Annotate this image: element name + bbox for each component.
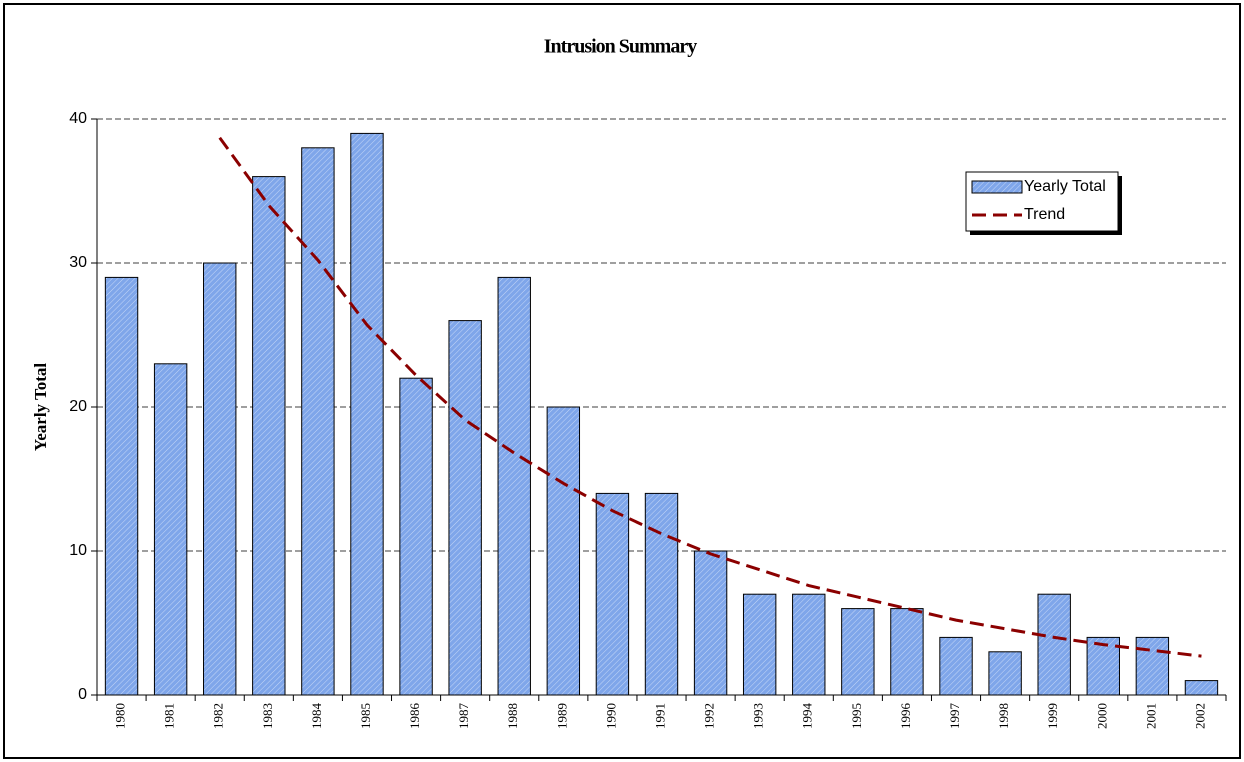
bar xyxy=(792,593,826,696)
y-tick-label: 0 xyxy=(78,686,87,703)
x-tick-label: 1989 xyxy=(554,703,569,729)
legend-label: Yearly Total xyxy=(1024,178,1106,195)
x-tick-label: 1982 xyxy=(211,703,226,729)
bar xyxy=(448,320,482,696)
x-tick-label: 2000 xyxy=(1094,703,1109,729)
x-tick-label: 2002 xyxy=(1192,703,1207,729)
x-tick-label: 1984 xyxy=(309,703,324,730)
x-tick-label: 1994 xyxy=(800,703,815,730)
chart-title: Intrusion Summary xyxy=(544,36,697,58)
bar xyxy=(1184,680,1219,696)
bar xyxy=(988,651,1022,696)
bar xyxy=(252,176,286,696)
bar xyxy=(693,550,728,696)
bar xyxy=(153,363,188,696)
x-tick-label: 1987 xyxy=(456,703,471,730)
legend-label: Trend xyxy=(1024,206,1065,223)
x-tick-label: 1995 xyxy=(849,703,864,729)
bar xyxy=(939,636,973,696)
bar xyxy=(890,608,924,696)
y-tick-label: 20 xyxy=(69,398,87,415)
x-tick-label: 1998 xyxy=(996,703,1011,729)
x-tick-label: 1980 xyxy=(113,703,128,729)
trend-line xyxy=(218,136,1202,658)
bar xyxy=(1037,593,1071,696)
x-tick-label: 1981 xyxy=(162,703,177,729)
x-tick-label: 1993 xyxy=(751,703,766,729)
legend-swatch xyxy=(971,180,1023,194)
x-tick-label: 1992 xyxy=(702,703,717,729)
y-tick-label: 10 xyxy=(69,542,87,559)
x-tick-label: 1991 xyxy=(652,703,667,729)
x-tick-label: 1988 xyxy=(505,703,520,729)
bar xyxy=(1086,636,1120,696)
bar xyxy=(497,276,531,696)
bar xyxy=(104,276,139,696)
x-tick-label: 1983 xyxy=(260,703,275,729)
x-tick-label: 1996 xyxy=(898,703,913,730)
bar xyxy=(203,262,237,696)
y-axis-label: Yearly Total xyxy=(31,363,50,452)
bar xyxy=(841,608,875,696)
bar xyxy=(644,492,679,696)
x-tick-label: 2001 xyxy=(1143,703,1158,729)
bar xyxy=(350,132,384,696)
x-tick-label: 1999 xyxy=(1045,703,1060,729)
x-tick-label: 1986 xyxy=(407,703,422,730)
bar xyxy=(1135,636,1170,696)
bar xyxy=(301,147,335,696)
bar xyxy=(742,593,777,696)
x-tick-label: 1990 xyxy=(603,703,618,729)
bar xyxy=(595,492,630,696)
y-tick-label: 40 xyxy=(69,110,87,127)
bar xyxy=(546,406,581,696)
y-tick-label: 30 xyxy=(69,254,87,271)
x-tick-label: 1997 xyxy=(947,703,962,730)
bar xyxy=(399,377,433,696)
x-tick-label: 1985 xyxy=(358,703,373,729)
